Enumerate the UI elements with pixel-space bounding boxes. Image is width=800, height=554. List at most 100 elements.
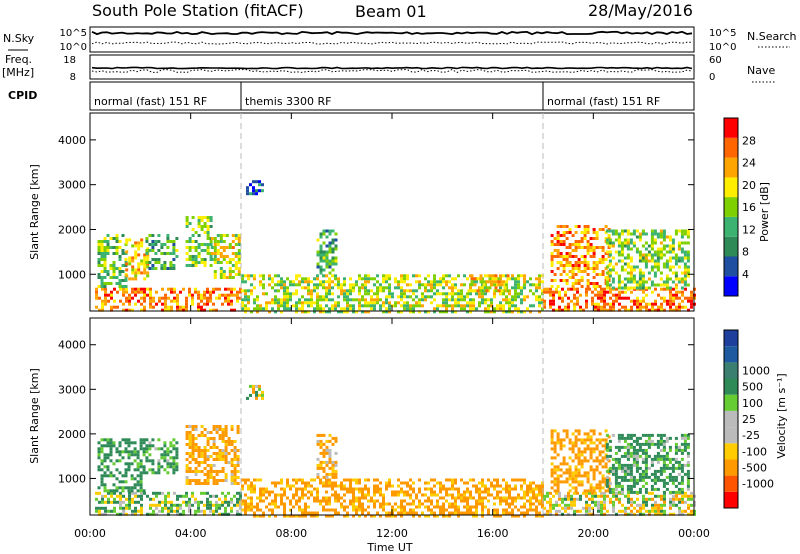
heatmap-cell <box>629 490 633 494</box>
heatmap-cell <box>310 292 313 296</box>
heatmap-cell <box>611 469 615 473</box>
heatmap-cell <box>620 241 624 245</box>
heatmap-cell <box>241 307 244 311</box>
heatmap-cell <box>559 444 563 448</box>
heatmap-cell <box>680 286 684 290</box>
heatmap-cell <box>109 237 113 240</box>
heatmap-cell <box>331 286 334 290</box>
heatmap-cell <box>149 296 152 300</box>
heatmap-cell <box>103 267 107 270</box>
heatmap-cell <box>490 304 493 308</box>
heatmap-cell <box>256 307 259 311</box>
heatmap-cell <box>224 425 228 428</box>
heatmap-cell <box>609 287 612 291</box>
heatmap-cell <box>451 277 454 281</box>
heatmap-cell <box>466 505 469 509</box>
heatmap-cell <box>337 280 340 284</box>
heatmap-cell <box>213 249 217 252</box>
heatmap-cell <box>167 500 170 504</box>
heatmap-cell <box>611 268 615 272</box>
heatmap-cell <box>286 286 289 290</box>
heatmap-cell <box>592 267 596 270</box>
heatmap-cell <box>502 496 505 500</box>
heatmap-cell <box>194 458 198 461</box>
heatmap-cell <box>121 249 125 252</box>
heatmap-cell <box>614 457 618 461</box>
heatmap-cell <box>577 459 581 463</box>
heatmap-cell <box>577 279 581 282</box>
heatmap-cell <box>247 289 250 293</box>
heatmap-cell <box>508 511 511 515</box>
heatmap-cell <box>128 296 131 300</box>
heatmap-cell <box>520 310 523 314</box>
heatmap-cell <box>605 283 609 287</box>
heatmap-cell <box>648 512 651 516</box>
heatmap-cell <box>222 249 226 252</box>
heatmap-cell <box>191 293 194 297</box>
heatmap-cell <box>577 432 581 436</box>
heatmap-cell <box>112 252 116 255</box>
heatmap-cell <box>559 255 563 258</box>
heatmap-cell <box>662 265 666 269</box>
heatmap-cell <box>629 475 633 479</box>
heatmap-cell <box>310 289 313 293</box>
heatmap-cell <box>549 302 552 306</box>
heatmap-cell <box>295 502 298 506</box>
heatmap-cell <box>636 497 639 501</box>
heatmap-cell <box>379 487 382 491</box>
heatmap-cell <box>131 290 134 294</box>
heatmap-cell <box>124 471 128 475</box>
heatmap-cell <box>481 295 484 299</box>
heatmap-cell <box>325 484 328 488</box>
heatmap-cell <box>627 308 630 312</box>
heatmap-cell <box>677 481 681 485</box>
heatmap-cell <box>656 469 660 473</box>
heatmap-cell <box>662 484 666 488</box>
heatmap-cell <box>520 298 523 302</box>
heatmap-cell <box>307 310 310 314</box>
heatmap-cell <box>538 295 541 299</box>
heatmap-cell <box>233 293 236 297</box>
heatmap-cell <box>472 307 475 311</box>
heatmap-cell <box>523 310 526 314</box>
heatmap-cell <box>597 500 600 504</box>
heatmap-cell <box>151 459 155 463</box>
heatmap-cell <box>337 511 340 515</box>
heatmap-cell <box>677 490 681 494</box>
heatmap-cell <box>573 308 576 312</box>
heatmap-cell <box>358 301 361 305</box>
heatmap-cell <box>448 286 451 290</box>
heatmap-cell <box>672 503 675 507</box>
heatmap-cell <box>644 232 648 236</box>
heatmap-cell <box>592 474 596 478</box>
heatmap-cell <box>508 493 511 497</box>
heatmap-cell <box>234 264 238 267</box>
heatmap-cell <box>421 295 424 299</box>
heatmap-cell <box>629 466 633 470</box>
heatmap-cell <box>197 225 201 228</box>
heatmap-cell <box>549 497 552 501</box>
heatmap-cell <box>635 469 639 473</box>
heatmap-cell <box>283 295 286 299</box>
heatmap-cell <box>182 509 185 513</box>
heatmap-cell <box>298 274 301 278</box>
heatmap-cell <box>122 308 125 312</box>
heatmap-cell <box>674 256 678 260</box>
heatmap-cell <box>502 511 505 515</box>
heatmap-cell <box>600 509 603 513</box>
heatmap-cell <box>149 506 152 510</box>
heatmap-cell <box>188 440 192 443</box>
heatmap-cell <box>100 483 104 487</box>
heatmap-cell <box>185 467 189 470</box>
heatmap-cell <box>621 503 624 507</box>
heatmap-cell <box>671 241 675 245</box>
heatmap-cell <box>373 478 376 482</box>
heatmap-cell <box>546 509 549 513</box>
heatmap-cell <box>247 484 250 488</box>
heatmap-cell <box>591 296 594 300</box>
heatmap-cell <box>650 460 654 464</box>
heatmap-cell <box>641 280 645 284</box>
heatmap-cell <box>436 505 439 509</box>
heatmap-cell <box>125 296 128 300</box>
